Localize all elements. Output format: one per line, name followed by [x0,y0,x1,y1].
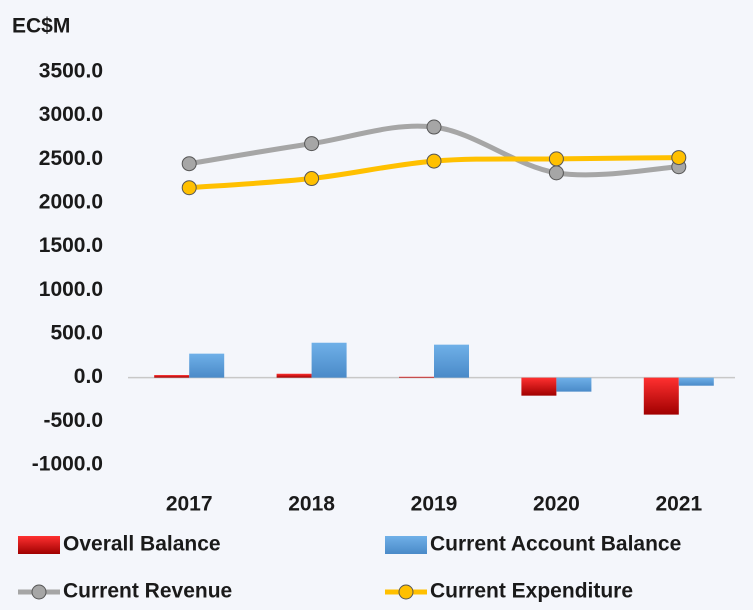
chart-title: EC$M [12,15,70,38]
y-tick-label: 2500.0 [39,147,103,170]
legend-label: Current Expenditure [430,580,633,603]
line-marker [181,156,197,172]
line-marker [548,165,564,181]
x-tick-label: 2017 [166,493,213,516]
bar [276,373,312,378]
y-tick-label: 1500.0 [39,234,103,257]
y-tick-label: 3000.0 [39,103,103,126]
legend-label: Overall Balance [63,533,221,556]
line-marker [181,180,197,196]
line-marker [304,171,320,187]
x-tick-label: 2020 [533,493,580,516]
line-marker [548,151,564,167]
y-tick-label: 500.0 [50,322,103,345]
bar [678,377,714,386]
bar [399,376,434,378]
legend-label: Current Account Balance [430,533,681,556]
line-marker [426,153,442,169]
x-tick-label: 2021 [655,493,702,516]
x-tick-label: 2018 [288,493,335,516]
y-tick-label: 0.0 [74,365,103,388]
y-tick-label: -1000.0 [32,453,103,476]
bar [521,377,557,396]
legend-swatch [18,536,60,554]
bar [154,375,190,378]
y-tick-label: 2000.0 [39,191,103,214]
line-marker [426,119,442,135]
y-tick-label: -500.0 [43,409,103,432]
y-tick-label: 1000.0 [39,278,103,301]
legend-marker [31,584,47,600]
bar [434,344,469,378]
line-marker [671,150,687,166]
legend-swatch [385,536,427,554]
x-tick-label: 2019 [411,493,458,516]
line-marker [304,136,320,152]
bar [311,342,347,378]
legend-label: Current Revenue [63,580,232,603]
bar [189,353,225,378]
legend-marker [398,584,414,600]
y-tick-label: 3500.0 [39,60,103,83]
bar [556,377,592,392]
bar [643,377,679,415]
